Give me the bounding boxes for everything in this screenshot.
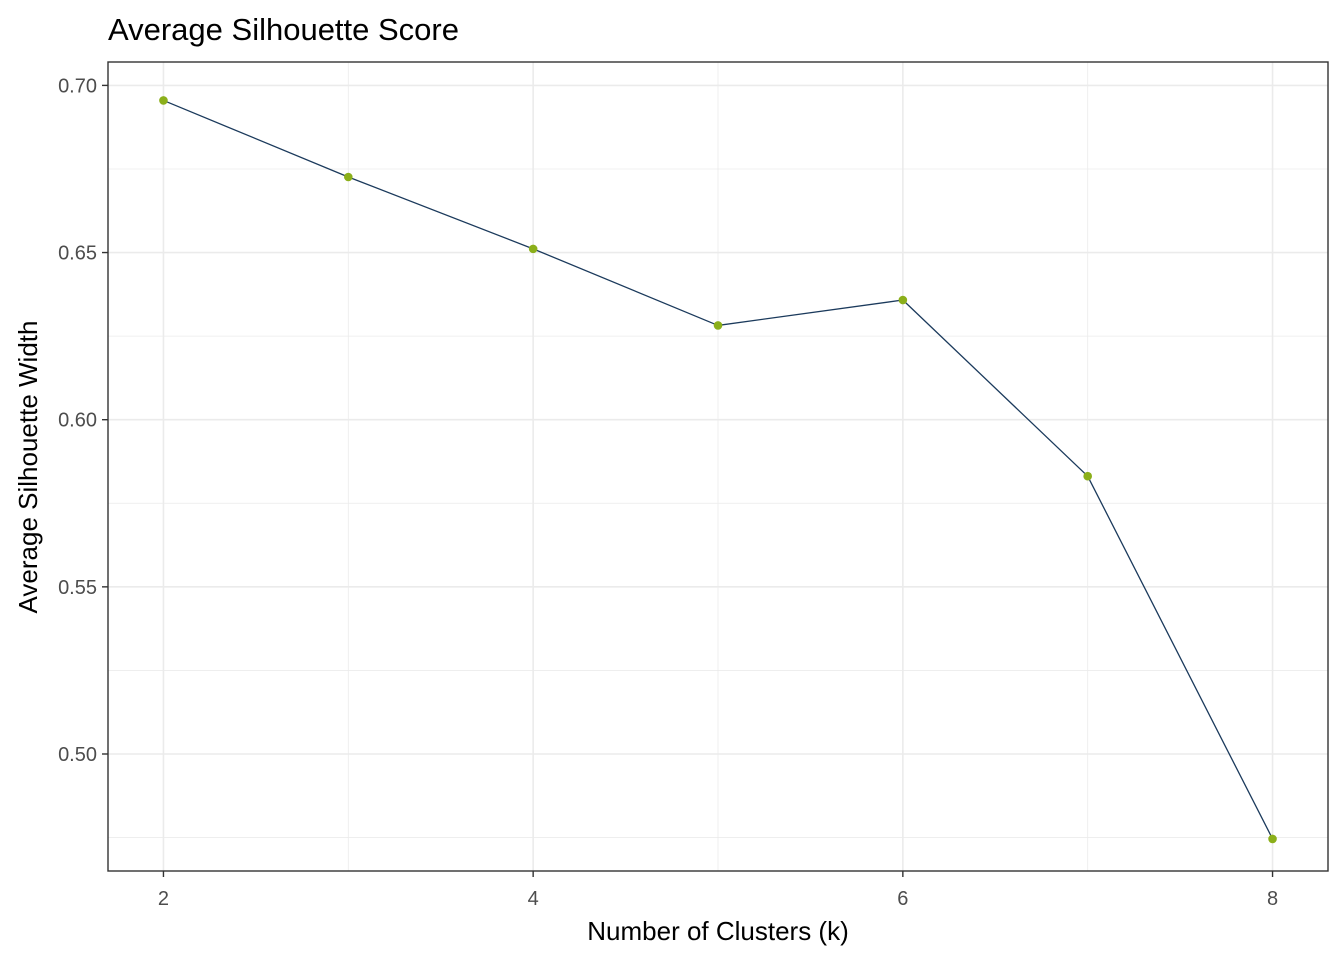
- y-tick-label: 0.65: [58, 243, 97, 265]
- panel-border: [107, 61, 1329, 872]
- x-axis-title: Number of Clusters (k): [587, 916, 849, 946]
- y-tick-label: 0.55: [58, 577, 97, 599]
- x-tick-label: 8: [1267, 888, 1278, 910]
- x-tick-label: 4: [528, 888, 539, 910]
- y-axis: 0.50 0.55 0.60 0.65 0.70: [58, 75, 108, 766]
- chart-title: Average Silhouette Score: [108, 12, 459, 47]
- data-point: [528, 244, 538, 254]
- data-point: [344, 172, 353, 182]
- x-tick-label: 2: [158, 888, 169, 910]
- y-axis-title: Average Silhouette Width: [13, 321, 43, 614]
- grid-minor: [108, 62, 1328, 871]
- y-tick-label: 0.60: [58, 410, 97, 432]
- data-point: [898, 295, 908, 305]
- x-tick-label: 6: [897, 888, 908, 910]
- data-point: [1268, 834, 1277, 844]
- data-point: [159, 96, 168, 105]
- x-axis: 2 4 6 8: [158, 871, 1278, 910]
- grid-major: [108, 62, 1328, 871]
- data-point: [713, 321, 723, 330]
- y-tick-label: 0.70: [58, 75, 97, 97]
- y-tick-label: 0.50: [58, 744, 97, 766]
- data-point: [1083, 471, 1092, 481]
- series-layer: [159, 96, 1277, 844]
